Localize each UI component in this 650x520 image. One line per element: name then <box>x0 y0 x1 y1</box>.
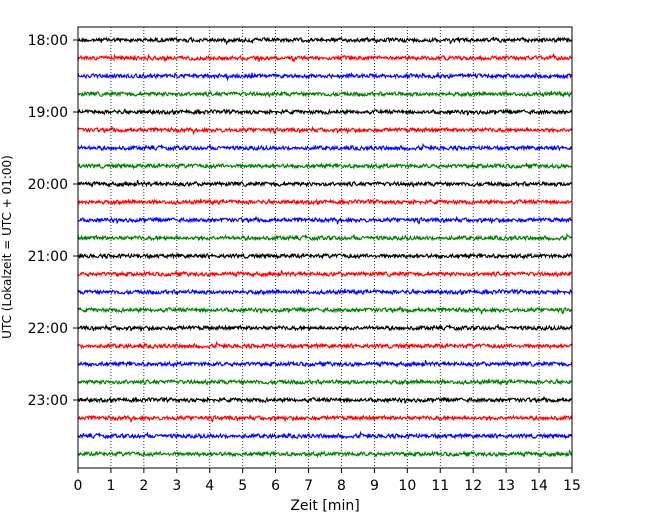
x-tick-label: 9 <box>370 478 379 494</box>
y-tick-label: 23:00 <box>28 393 68 409</box>
y-tick-label: 19:00 <box>28 105 68 121</box>
y-tick-label: 18:00 <box>28 33 68 49</box>
x-tick-label: 8 <box>337 478 346 494</box>
x-tick-label: 7 <box>304 478 313 494</box>
seismic-trace <box>77 450 573 458</box>
seismic-trace <box>77 108 573 117</box>
seismic-trace <box>77 270 573 278</box>
x-tick-label: 1 <box>106 478 115 494</box>
y-axis-label: UTC (Lokalzeit = UTC + 01:00) <box>0 155 14 339</box>
y-tick-label: 20:00 <box>28 177 68 193</box>
seismic-trace <box>77 142 573 152</box>
seismic-trace <box>77 232 573 242</box>
seismic-trace <box>77 378 573 386</box>
seismic-trace <box>77 305 573 315</box>
seismic-trace <box>77 125 573 135</box>
x-tick-label: 12 <box>464 478 482 494</box>
seismic-trace <box>77 360 573 368</box>
trace-lines <box>77 36 573 458</box>
seismic-trace <box>77 430 573 440</box>
x-tick-label: 2 <box>139 478 148 494</box>
seismic-trace <box>77 288 573 296</box>
seismic-trace <box>77 198 573 206</box>
x-tick-label: 15 <box>563 478 581 494</box>
x-tick-label: 6 <box>271 478 280 494</box>
seismic-trace <box>77 413 573 423</box>
seismic-trace <box>77 90 573 98</box>
x-tick-label: 14 <box>530 478 548 494</box>
y-tick-label: 21:00 <box>28 249 68 265</box>
x-tick-label: 5 <box>238 478 247 494</box>
seismic-trace <box>77 215 573 225</box>
seismic-trace <box>77 71 573 82</box>
y-tick-label: 22:00 <box>28 321 68 337</box>
x-tick-label: 3 <box>172 478 181 494</box>
x-tick-label: 11 <box>431 478 449 494</box>
x-axis-label: Zeit [min] <box>290 498 359 514</box>
x-tick-label: 10 <box>398 478 416 494</box>
seismic-trace <box>77 162 573 170</box>
seismic-trace <box>77 52 573 63</box>
plot-frame <box>77 26 573 469</box>
x-tick-label: 0 <box>74 478 83 494</box>
x-tick-label: 13 <box>497 478 515 494</box>
y-axis: 18:00 19:00 20:00 21:00 22:00 23:00 <box>28 33 78 409</box>
x-tick-label: 4 <box>205 478 214 494</box>
x-axis: 0 1 2 3 4 5 6 7 8 9 10 11 12 13 14 15 <box>74 468 581 494</box>
seismic-trace <box>77 323 573 333</box>
seismic-trace <box>77 36 573 46</box>
seismic-trace <box>77 340 573 350</box>
seismic-trace <box>77 395 573 405</box>
seismic-trace <box>77 180 573 188</box>
seismic-trace <box>77 252 573 260</box>
